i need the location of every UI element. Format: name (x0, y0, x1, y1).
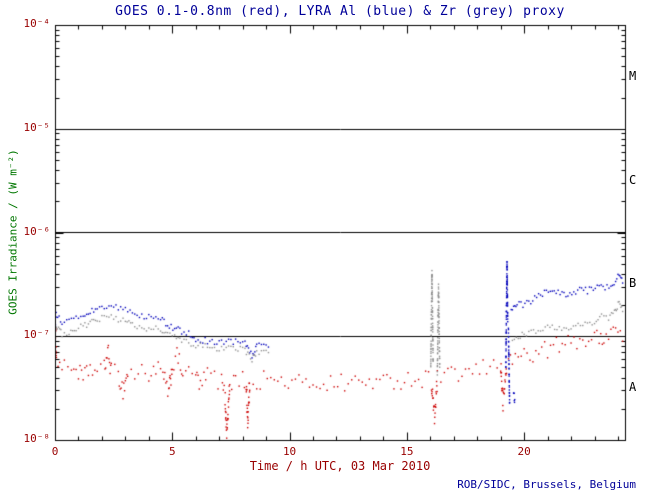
x-axis-tick-label: 0 (51, 445, 59, 458)
chart-title: GOES 0.1-0.8nm (red), LYRA Al (blue) & Z… (115, 4, 565, 19)
flare-class-label-a: A (629, 380, 637, 395)
flare-class-label-m: M (629, 68, 637, 83)
y-axis-label: GOES Irradiance / (W m⁻²) (6, 149, 20, 315)
x-axis-tick-label: 20 (517, 445, 531, 458)
y-axis-tick-label: 10⁻⁶ (23, 224, 51, 238)
x-axis-label: Time / h UTC, 03 Mar 2010 (249, 459, 431, 473)
flare-class-label-c: C (629, 172, 637, 187)
y-axis-tick-label: 10⁻⁸ (23, 432, 51, 445)
y-axis-tick-label: 10⁻⁵ (23, 120, 51, 134)
y-axis-tick-label: 10⁻⁷ (23, 328, 51, 342)
flare-class-label-b: B (629, 276, 637, 291)
y-axis-tick-label: 10⁻⁴ (23, 17, 51, 30)
x-axis-tick-label: 5 (168, 445, 176, 458)
credit-text: ROB/SIDC, Brussels, Belgium (457, 478, 636, 491)
x-axis-tick-label: 15 (400, 445, 414, 458)
x-axis-tick-label: 10 (282, 445, 297, 458)
